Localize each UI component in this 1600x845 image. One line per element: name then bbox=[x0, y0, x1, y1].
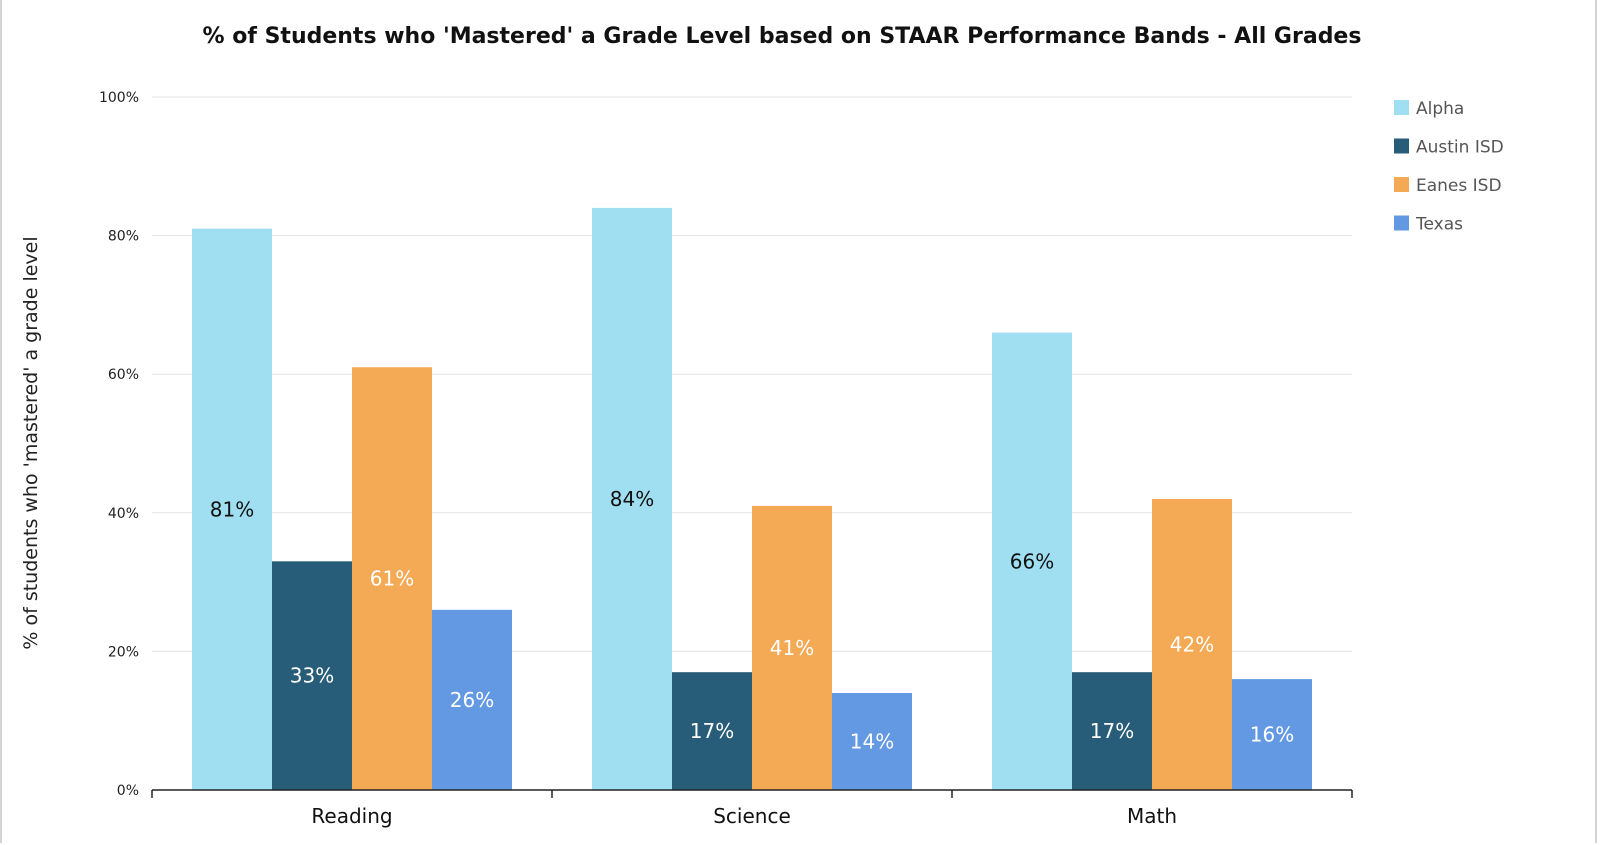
x-tick-label: Science bbox=[713, 804, 791, 828]
y-tick-label: 20% bbox=[108, 644, 139, 660]
y-tick-label: 100% bbox=[99, 90, 139, 106]
data-label: 41% bbox=[770, 636, 814, 660]
legend-swatch bbox=[1394, 138, 1409, 154]
legend-item[interactable]: Austin ISD bbox=[1394, 138, 1504, 158]
legend: Alpha Austin ISD Eanes ISD Texas bbox=[1394, 99, 1504, 235]
bar bbox=[992, 332, 1072, 790]
bars bbox=[192, 207, 1312, 791]
data-labels: 81% 84% 66% 33% 17% 17% 61% 41% 42% 26% 14% 16% bbox=[210, 487, 1294, 754]
bar bbox=[672, 672, 752, 790]
bar bbox=[752, 505, 832, 790]
y-tick-label: 80% bbox=[108, 229, 139, 245]
bar bbox=[592, 207, 672, 790]
data-label: 61% bbox=[370, 567, 414, 591]
legend-item[interactable]: Texas bbox=[1394, 215, 1463, 235]
chart-title: % of Students who 'Mastered' a Grade Lev… bbox=[203, 24, 1362, 49]
data-label: 26% bbox=[450, 688, 494, 712]
bar bbox=[1152, 498, 1232, 790]
y-tick-label: 40% bbox=[108, 506, 139, 522]
legend-item[interactable]: Alpha bbox=[1394, 99, 1464, 119]
data-label: 66% bbox=[1010, 549, 1054, 573]
bar bbox=[432, 609, 512, 790]
bar bbox=[1232, 679, 1312, 790]
y-axis-ticks: 0% 20% 40% 60% 80% 100% bbox=[99, 90, 139, 799]
data-label: 84% bbox=[610, 487, 654, 511]
legend-label: Austin ISD bbox=[1416, 138, 1504, 158]
legend-label: Texas bbox=[1415, 215, 1463, 235]
x-axis-ticks: Reading Science Math bbox=[311, 804, 1177, 828]
data-label: 16% bbox=[1250, 723, 1294, 747]
bar bbox=[272, 561, 352, 790]
data-label: 33% bbox=[290, 664, 334, 688]
data-label: 17% bbox=[1090, 719, 1134, 743]
x-tick-label: Math bbox=[1127, 804, 1177, 828]
legend-swatch bbox=[1394, 100, 1409, 115]
legend-item[interactable]: Eanes ISD bbox=[1394, 176, 1502, 196]
bar bbox=[192, 228, 272, 791]
legend-swatch bbox=[1394, 177, 1409, 192]
legend-swatch bbox=[1394, 215, 1409, 231]
x-axis bbox=[151, 789, 1353, 798]
y-tick-label: 60% bbox=[108, 367, 139, 383]
legend-label: Alpha bbox=[1416, 99, 1464, 119]
data-label: 14% bbox=[850, 729, 894, 753]
bar bbox=[352, 367, 432, 790]
data-label: 17% bbox=[690, 719, 734, 743]
data-label: 42% bbox=[1170, 632, 1214, 656]
bar bbox=[832, 692, 912, 790]
bar bbox=[1072, 672, 1152, 790]
y-tick-label: 0% bbox=[117, 783, 139, 799]
y-axis-label: % of students who 'mastered' a grade lev… bbox=[20, 236, 42, 649]
data-label: 81% bbox=[210, 497, 254, 521]
x-tick-label: Reading bbox=[311, 804, 392, 828]
legend-label: Eanes ISD bbox=[1416, 176, 1502, 196]
